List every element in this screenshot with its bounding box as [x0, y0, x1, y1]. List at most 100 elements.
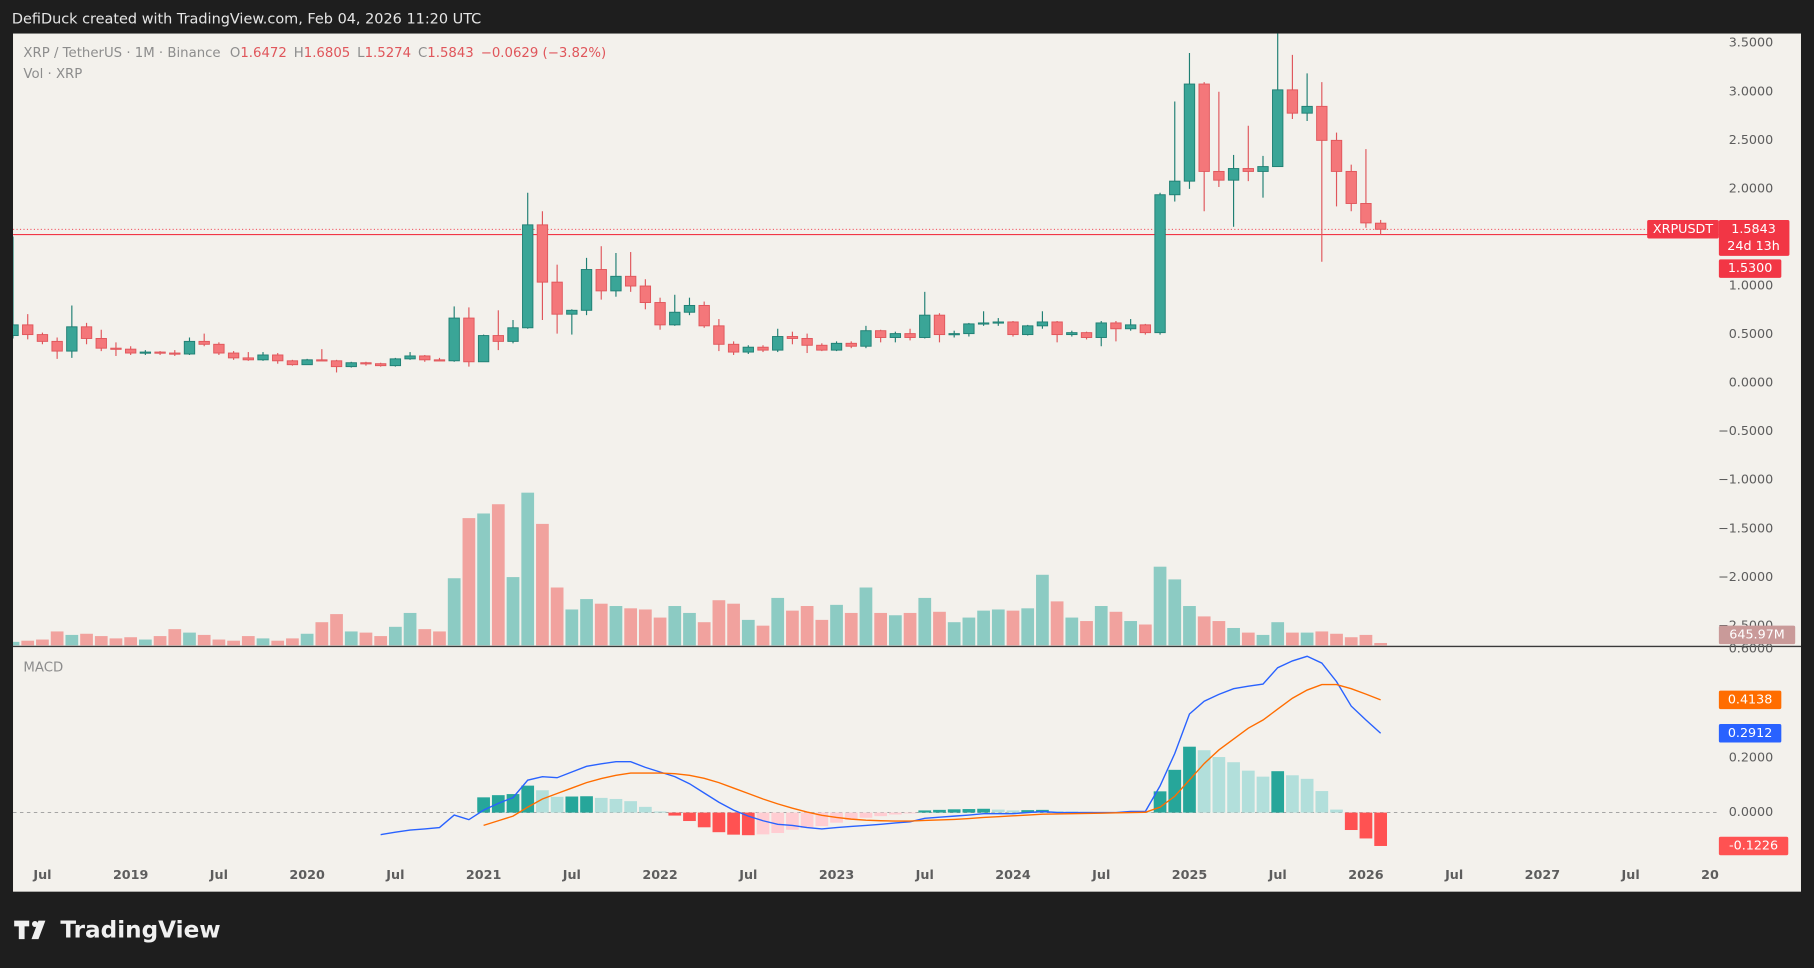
- price-tag: 1.5843: [1731, 221, 1776, 236]
- candle-body: [801, 338, 813, 346]
- candle-body: [374, 363, 387, 367]
- candle-body: [948, 333, 960, 336]
- signal-line: [483, 683, 1381, 827]
- volume-bar: [1065, 617, 1079, 646]
- volume-bar: [13, 641, 20, 646]
- price-tag-box: [1718, 220, 1790, 256]
- volume-bar: [1286, 632, 1299, 646]
- volume-bar: [815, 619, 829, 646]
- candle-body: [595, 269, 607, 292]
- volume-bar: [977, 610, 990, 646]
- volume-bar: [418, 629, 432, 646]
- x-tick-label: 2026: [1348, 867, 1384, 882]
- candle-body: [183, 340, 196, 355]
- volume-bar: [124, 637, 138, 646]
- volume-bar: [947, 622, 961, 646]
- legend-value: 1.6805: [304, 46, 350, 61]
- signal-tag: 0.4138: [1728, 691, 1773, 706]
- macd-histogram-bar: [697, 812, 711, 828]
- candle-body: [139, 351, 152, 354]
- x-tick-label: 2020: [289, 867, 325, 882]
- candle-body: [1022, 325, 1034, 336]
- macd-histogram-bar: [683, 812, 696, 822]
- x-tick-label: Jul: [209, 867, 228, 882]
- candle-body: [51, 340, 63, 352]
- macd-histogram-bar: [756, 812, 770, 835]
- x-tick-label: Jul: [915, 867, 934, 882]
- volume-bar: [241, 636, 255, 646]
- candle-body: [933, 314, 946, 336]
- macd-histogram-bar: [609, 798, 623, 813]
- plot-area: Jul 2019 Jul 2020 Jul 2021 Jul 2022 Jul 2023 Jul 20…: [13, 33, 1737, 882]
- overlay: 3.50003.00002.50002.00001.50001.00000.50…: [1647, 35, 1796, 856]
- volume-bar: [991, 609, 1005, 646]
- volume-bar: [859, 587, 873, 646]
- candle-body: [36, 334, 49, 342]
- legend-change: −0.0629 (−3.82%): [481, 46, 607, 61]
- macd-histogram-bar: [1374, 812, 1388, 846]
- macd-histogram-bar: [727, 812, 740, 835]
- candle-body: [404, 355, 416, 360]
- brand: TradingView: [60, 917, 220, 943]
- volume-bar: [565, 609, 579, 646]
- macd-histogram-bar: [844, 812, 858, 820]
- volume-bar: [1006, 610, 1020, 646]
- candle-body: [389, 358, 402, 367]
- candle-body: [683, 304, 696, 313]
- volume-bar: [227, 640, 240, 646]
- volume-bar: [888, 615, 902, 646]
- volume-bar: [94, 636, 108, 646]
- candle-body: [1154, 194, 1166, 334]
- x-tick-label: 2028: [1701, 867, 1737, 882]
- candle-body: [66, 326, 78, 352]
- candle-body: [22, 324, 34, 336]
- volume-bar: [65, 634, 79, 646]
- volume-bar: [844, 612, 858, 646]
- volume-bar: [1374, 642, 1388, 646]
- volume-bar: [741, 619, 755, 646]
- candle-body: [1183, 83, 1196, 182]
- candle-body: [345, 362, 357, 368]
- volume-bar: [168, 629, 182, 646]
- macd-histogram-bar: [712, 812, 726, 833]
- candle-body: [1124, 324, 1137, 330]
- macd-histogram-bar: [1344, 812, 1358, 831]
- volume-bar: [800, 606, 814, 646]
- y-tick-label: −1.0000: [1718, 472, 1773, 487]
- volume-bar: [80, 633, 93, 646]
- volume-bar: [491, 504, 505, 646]
- candle-body: [536, 224, 549, 283]
- macd-histogram-bar: [1168, 769, 1182, 813]
- candle-body: [257, 354, 269, 361]
- macd-histogram-bar: [1271, 771, 1285, 813]
- candle-body: [1286, 89, 1299, 114]
- volume-bar: [962, 617, 976, 646]
- volume-bar: [344, 631, 358, 646]
- volume-bar: [197, 634, 211, 646]
- y-tick-label: 3.0000: [1729, 83, 1774, 98]
- candle-body: [1110, 322, 1122, 330]
- volume-bar: [433, 631, 446, 646]
- macd-histogram-bar: [1286, 775, 1299, 813]
- volume-bar: [359, 632, 373, 646]
- volume-bar: [1168, 579, 1182, 646]
- volume-bar: [36, 639, 49, 646]
- candle-body: [845, 342, 857, 347]
- macd-histogram-bar: [859, 812, 873, 818]
- candle-body: [124, 348, 137, 354]
- legend-prefix: O: [230, 46, 240, 61]
- macd-histogram-bar: [550, 796, 564, 813]
- x-tick-label: Jul: [738, 867, 757, 882]
- macd-histogram-bar: [741, 812, 755, 836]
- macd-histogram-bar: [991, 809, 1005, 813]
- candle-body: [1330, 139, 1343, 172]
- macd-histogram-bar: [668, 812, 682, 816]
- candle-body: [1066, 332, 1078, 336]
- candle-body: [286, 360, 299, 366]
- y-tick-label: −0.5000: [1718, 423, 1773, 438]
- histogram-tag: -0.1226: [1729, 837, 1778, 852]
- x-tick-label: Jul: [32, 867, 51, 882]
- legend-prefix: H: [294, 46, 304, 61]
- candle-body: [419, 355, 431, 361]
- macd-histogram-bar: [624, 801, 638, 813]
